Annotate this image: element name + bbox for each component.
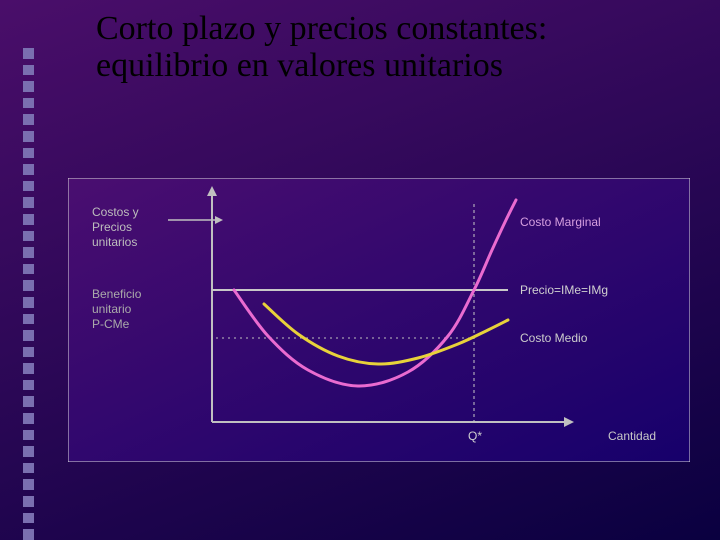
decorative-dot [23,48,34,59]
decorative-dot [23,181,34,192]
title-line-2: equilibrio en valores unitarios [96,47,503,84]
decorative-dot [23,463,34,474]
decorative-dot [23,529,34,540]
decorative-dot [23,314,34,325]
label-qstar: Q* [468,429,482,443]
decorative-dot [23,330,34,341]
decorative-dot [23,413,34,424]
decorative-dot [23,247,34,258]
label-costos-precios: unitarios [92,235,137,249]
label-costo-marginal: Costo Marginal [520,215,601,229]
decorative-dot [23,496,34,507]
decorative-dot [23,264,34,275]
label-beneficio: Beneficio [92,287,142,301]
decorative-dot [23,98,34,109]
label-costos-precios: Precios [92,220,132,234]
slide-root: Corto plazo y precios constantes: equili… [0,0,720,540]
label-costos-precios: Costos y [92,205,139,219]
decorative-dot [23,363,34,374]
label-precio: Precio=IMe=IMg [520,283,608,297]
label-costo-medio: Costo Medio [520,331,588,345]
decorative-dot [23,65,34,76]
decorative-dot [23,396,34,407]
decorative-dot [23,81,34,92]
decorative-dot-strip [0,0,40,540]
decorative-dot [23,131,34,142]
decorative-dot [23,280,34,291]
decorative-dot [23,114,34,125]
decorative-dot [23,197,34,208]
chart-area: Costos yPreciosunitarios Beneficiounitari… [68,178,690,462]
label-beneficio: unitario [92,302,132,316]
slide-title: Corto plazo y precios constantes: equili… [96,10,686,85]
title-line-1: Corto plazo y precios constantes: [96,10,547,47]
decorative-dot [23,164,34,175]
economics-chart: Costos yPreciosunitarios Beneficiounitari… [68,178,690,462]
decorative-dot [23,231,34,242]
label-cantidad: Cantidad [608,429,656,443]
label-beneficio: P-CMe [92,317,130,331]
decorative-dot [23,446,34,457]
decorative-dot [23,214,34,225]
decorative-dot [23,479,34,490]
decorative-dot [23,513,34,524]
decorative-dot [23,380,34,391]
decorative-dot [23,347,34,358]
decorative-dot [23,430,34,441]
decorative-dot [23,148,34,159]
decorative-dot [23,297,34,308]
